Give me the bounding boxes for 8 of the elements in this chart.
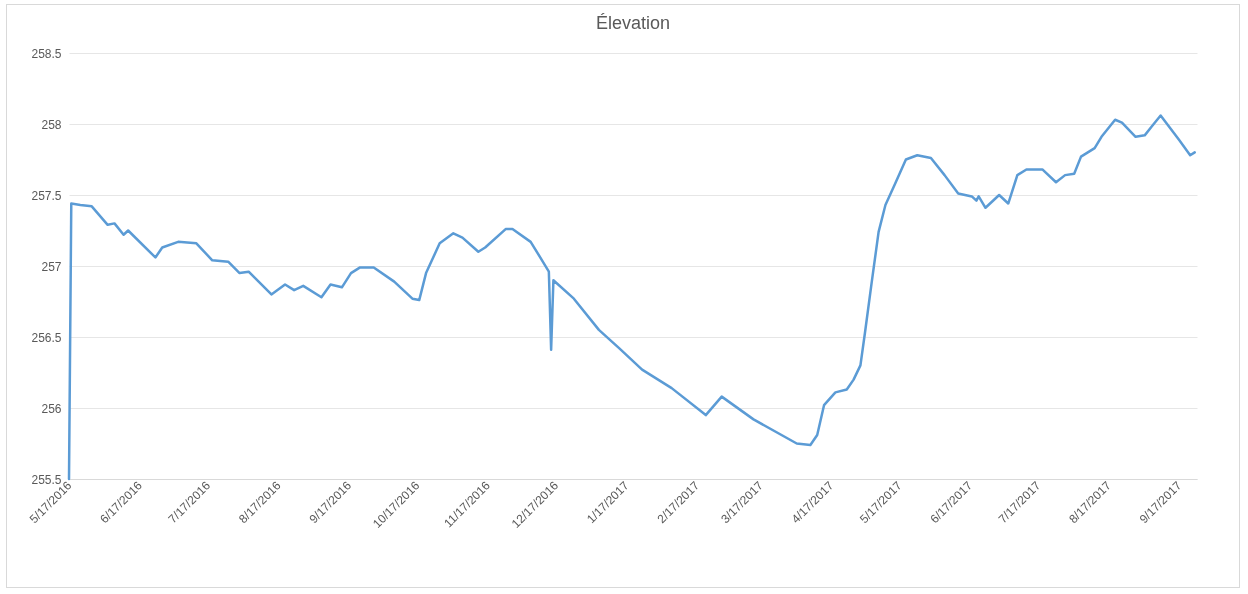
y-tick-label: 258.5 <box>31 46 62 61</box>
chart-title: Élevation <box>595 13 671 33</box>
y-tick-label: 257 <box>41 259 62 274</box>
line-series <box>67 114 1196 481</box>
y-tick-label: 257.5 <box>31 188 62 203</box>
y-tick-label: 258 <box>41 117 62 132</box>
y-tick-label: 256.5 <box>31 330 62 345</box>
y-tick-label: 256 <box>41 401 62 416</box>
